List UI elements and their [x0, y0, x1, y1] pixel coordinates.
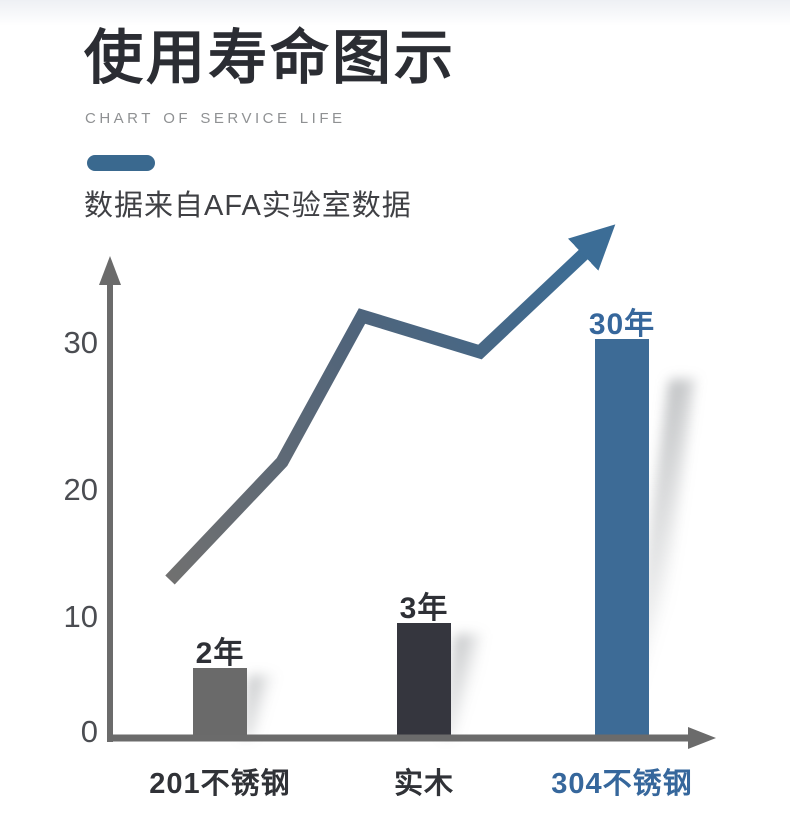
y-tick-10: 10: [63, 599, 98, 634]
page-title: 使用寿命图示: [84, 25, 457, 91]
page-subtitle: Chart of service life: [85, 105, 346, 128]
category-label-304: 304不锈钢: [551, 768, 693, 800]
y-tick-0: 0: [80, 714, 98, 749]
y-tick-20: 20: [63, 472, 98, 507]
top-fade-decoration: [0, 0, 790, 26]
bar-value-201: 2年: [195, 636, 245, 670]
bar-solid-wood: [397, 622, 451, 738]
category-label-wood: 实木: [393, 768, 454, 800]
bar-value-304: 30年: [588, 308, 656, 342]
bar-201-stainless: [193, 667, 247, 738]
accent-pill: [87, 155, 155, 171]
category-label-201: 201不锈钢: [149, 768, 291, 800]
bar-304-stainless: [595, 339, 649, 738]
y-tick-30: 30: [63, 325, 98, 360]
bar-value-wood: 3年: [399, 591, 449, 625]
data-source-note: 数据来自AFA实验室数据: [84, 190, 412, 222]
